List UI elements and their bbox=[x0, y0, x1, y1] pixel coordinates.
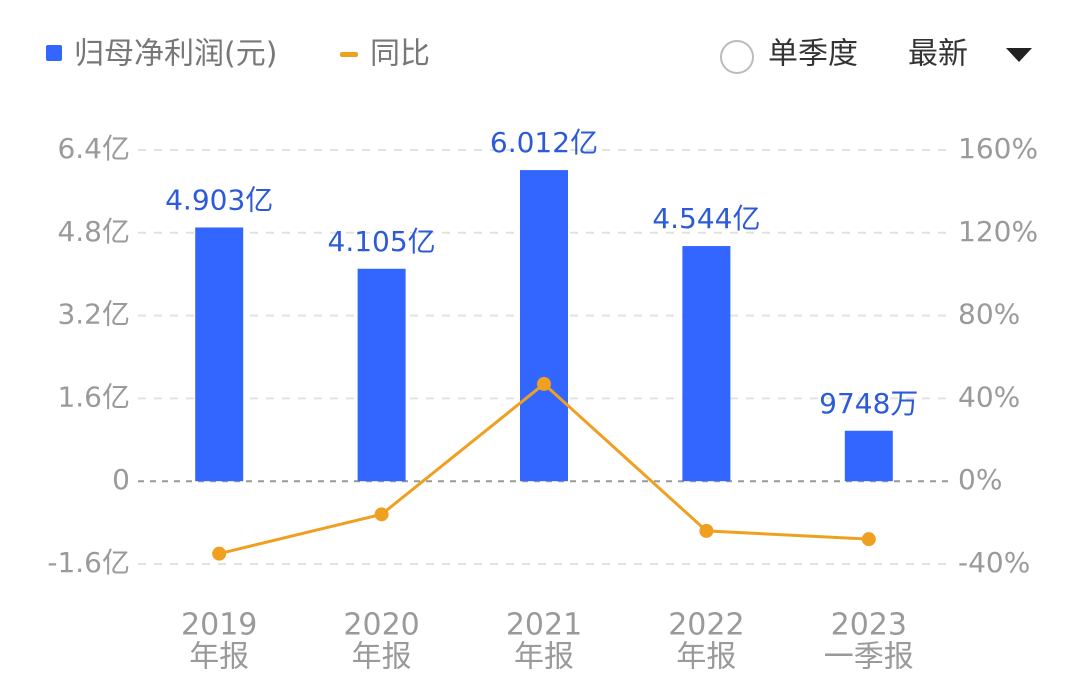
y2-tick-label: 40% bbox=[958, 380, 1020, 413]
bar bbox=[520, 170, 568, 482]
legend-swatch-line bbox=[340, 52, 358, 57]
dropdown-arrow[interactable] bbox=[1006, 48, 1032, 62]
period-dropdown[interactable]: 最新 bbox=[908, 37, 1032, 72]
bar bbox=[682, 246, 731, 482]
legend-label: 归母净利润(元) bbox=[74, 37, 277, 72]
single-quarter-toggle[interactable]: 单季度 bbox=[720, 37, 858, 74]
x-tick-label: 年报 bbox=[352, 640, 412, 675]
y-tick-label: -1.6亿 bbox=[47, 546, 130, 579]
dropdown-label[interactable]: 最新 bbox=[908, 37, 968, 72]
y2-tick-label: 0% bbox=[958, 463, 1002, 496]
x-tick-label: 年报 bbox=[189, 640, 249, 675]
y-tick-label: 0 bbox=[112, 463, 130, 496]
bar bbox=[357, 268, 406, 482]
value-label: 4.105亿 bbox=[328, 225, 436, 258]
y2-tick-label: 120% bbox=[958, 215, 1038, 248]
line-point bbox=[374, 507, 389, 522]
y2-tick-label: 80% bbox=[958, 298, 1020, 331]
x-tick-label: 2020 bbox=[343, 608, 419, 643]
y-tick-label: 1.6亿 bbox=[57, 380, 130, 413]
legend-label: 同比 bbox=[370, 37, 430, 72]
x-tick-label: 一季报 bbox=[824, 640, 914, 675]
x-tick-label: 年报 bbox=[676, 640, 736, 675]
value-label: 6.012亿 bbox=[490, 126, 598, 159]
y2-tick-label: -40% bbox=[958, 546, 1030, 579]
x-tick-label: 2022 bbox=[668, 608, 744, 643]
value-label: 4.544亿 bbox=[652, 202, 760, 235]
value-label: 9748万 bbox=[819, 387, 918, 420]
y2-tick-label: 160% bbox=[958, 132, 1038, 165]
line-point bbox=[537, 376, 551, 391]
value-label: 4.903亿 bbox=[165, 183, 273, 216]
radio[interactable] bbox=[720, 40, 754, 74]
line-point bbox=[699, 523, 714, 538]
bar bbox=[195, 227, 244, 482]
y-tick-label: 3.2亿 bbox=[57, 298, 130, 331]
y-tick-label: 4.8亿 bbox=[57, 215, 130, 248]
x-tick-label: 年报 bbox=[514, 640, 574, 675]
toggle-label[interactable]: 单季度 bbox=[768, 37, 858, 72]
bar bbox=[844, 430, 893, 482]
y-tick-label: 6.4亿 bbox=[57, 132, 130, 165]
legend-swatch-bar bbox=[46, 45, 62, 61]
line-point bbox=[212, 546, 227, 561]
x-tick-label: 2021 bbox=[506, 608, 582, 643]
x-tick-label: 2023 bbox=[831, 608, 907, 643]
x-tick-label: 2019 bbox=[181, 608, 257, 643]
line-point bbox=[861, 532, 876, 547]
